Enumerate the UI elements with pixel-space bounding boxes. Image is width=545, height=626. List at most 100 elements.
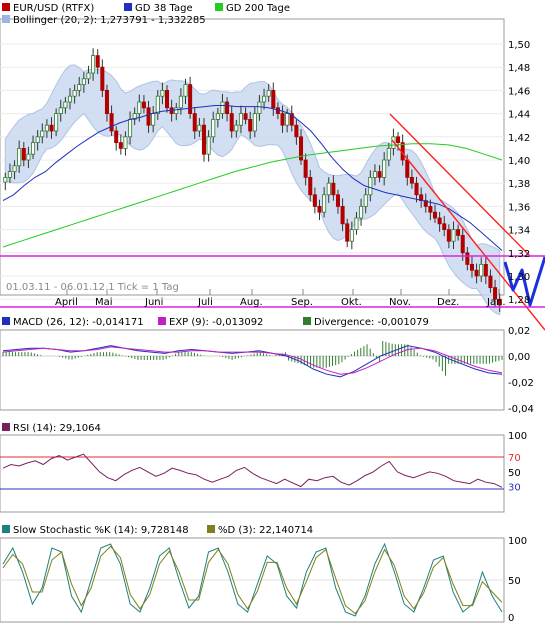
candle-body (137, 101, 142, 115)
price-candle (3, 172, 8, 191)
price-y-tick: 1,48 (508, 63, 530, 74)
candle-body (382, 159, 387, 178)
price-candle (12, 160, 17, 180)
legend-swatch-eurusd (2, 3, 10, 11)
candle-body (446, 229, 451, 242)
candle-body (215, 113, 220, 120)
gd38-line (2, 105, 503, 251)
candle-body (340, 205, 345, 225)
price-candle (262, 88, 267, 110)
month-label: Okt. (341, 297, 362, 308)
macd-panel-frame (0, 329, 505, 411)
price-candle (474, 263, 479, 284)
macd-legend-swatch-exp (158, 317, 166, 325)
stoch-legend-swatch-k (2, 525, 10, 533)
price-candle (363, 188, 368, 214)
candle-body (451, 229, 456, 242)
price-candle (331, 175, 336, 201)
macd-y-tick: -0,04 (508, 404, 534, 415)
month-label: Jan. (486, 297, 506, 308)
price-candle (326, 177, 331, 203)
candle-body (238, 113, 243, 126)
price-candle (312, 187, 317, 214)
price-candles (3, 48, 502, 312)
candle-body (128, 119, 133, 138)
legend-swatch-gd38 (124, 3, 132, 11)
candle-body (308, 176, 313, 196)
candle-body (465, 252, 470, 265)
macd-y-tick: 0,02 (508, 326, 530, 337)
price-candle (44, 119, 49, 138)
candle-body (141, 101, 146, 109)
candle-body (257, 101, 262, 115)
candle-body (442, 223, 447, 231)
legend-label-eurusd: EUR/USD (RTFX) (13, 3, 94, 14)
candle-body (372, 171, 377, 178)
price-candle (201, 117, 207, 162)
candle-body (118, 142, 123, 149)
candle-body (432, 211, 438, 219)
candle-body (497, 298, 502, 306)
candle-body (7, 171, 12, 178)
legend-label-gd38: GD 38 Tage (135, 3, 193, 14)
price-candle (67, 88, 73, 110)
candle-body (285, 113, 290, 126)
price-candle (257, 94, 262, 121)
candle-body (437, 217, 442, 225)
candle-body (409, 176, 414, 184)
price-candle (469, 256, 474, 278)
candle-body (211, 119, 216, 138)
price-candle (294, 119, 299, 145)
price-candle (428, 199, 433, 221)
candle-body (174, 107, 179, 115)
price-candle (183, 78, 188, 104)
candle-body (294, 124, 299, 138)
price-candle (35, 130, 40, 151)
legend-label-gd200: GD 200 Tage (226, 3, 290, 14)
stoch-legend-swatch-d (207, 525, 215, 533)
price-legend: EUR/USD (RTFX) GD 38 Tage GD 200 Tage Bo… (2, 3, 290, 26)
macd-y-tick: 0,00 (508, 352, 530, 363)
rsi-y-tick: 100 (508, 431, 527, 442)
exp-line (2, 346, 503, 375)
price-candle (479, 257, 484, 282)
price-candle (322, 187, 327, 218)
candle-body (67, 95, 73, 103)
candle-body (488, 275, 493, 289)
candle-body (312, 194, 317, 207)
month-label: Aug. (240, 297, 263, 308)
stoch-legend-d: %D (3): 22,140714 (218, 525, 313, 536)
candle-body (114, 130, 119, 144)
price-candle (225, 97, 230, 122)
month-label: Dez. (437, 297, 459, 308)
candle-body (405, 159, 410, 178)
candle-body (386, 147, 391, 161)
candle-body (262, 95, 267, 103)
candle-body (123, 136, 128, 149)
candle-body (317, 205, 322, 213)
price-candle (104, 84, 109, 122)
price-candle (197, 117, 202, 137)
candle-body (414, 182, 419, 196)
legend-swatch-bollinger (2, 15, 10, 23)
candle-body (345, 223, 350, 242)
candle-body (151, 113, 156, 126)
stoch-legend-k: Slow Stochastic %K (14): 9,728148 (13, 525, 189, 536)
candle-body (183, 84, 188, 97)
candle-body (303, 159, 308, 178)
price-candle (248, 111, 253, 140)
stoch-y-tick: 0 (508, 613, 514, 624)
candle-body (354, 217, 359, 231)
price-panel-frame (0, 18, 505, 296)
candle-body (280, 113, 285, 126)
price-candle (372, 164, 377, 186)
price-candle (178, 88, 183, 115)
price-candle (40, 123, 45, 144)
w-pattern-annotation (503, 256, 545, 307)
candle-body (72, 90, 77, 97)
price-candle (49, 117, 54, 139)
price-candle (483, 257, 488, 285)
price-candle (280, 105, 285, 133)
candle-body (368, 176, 373, 196)
candle-body (229, 113, 234, 132)
